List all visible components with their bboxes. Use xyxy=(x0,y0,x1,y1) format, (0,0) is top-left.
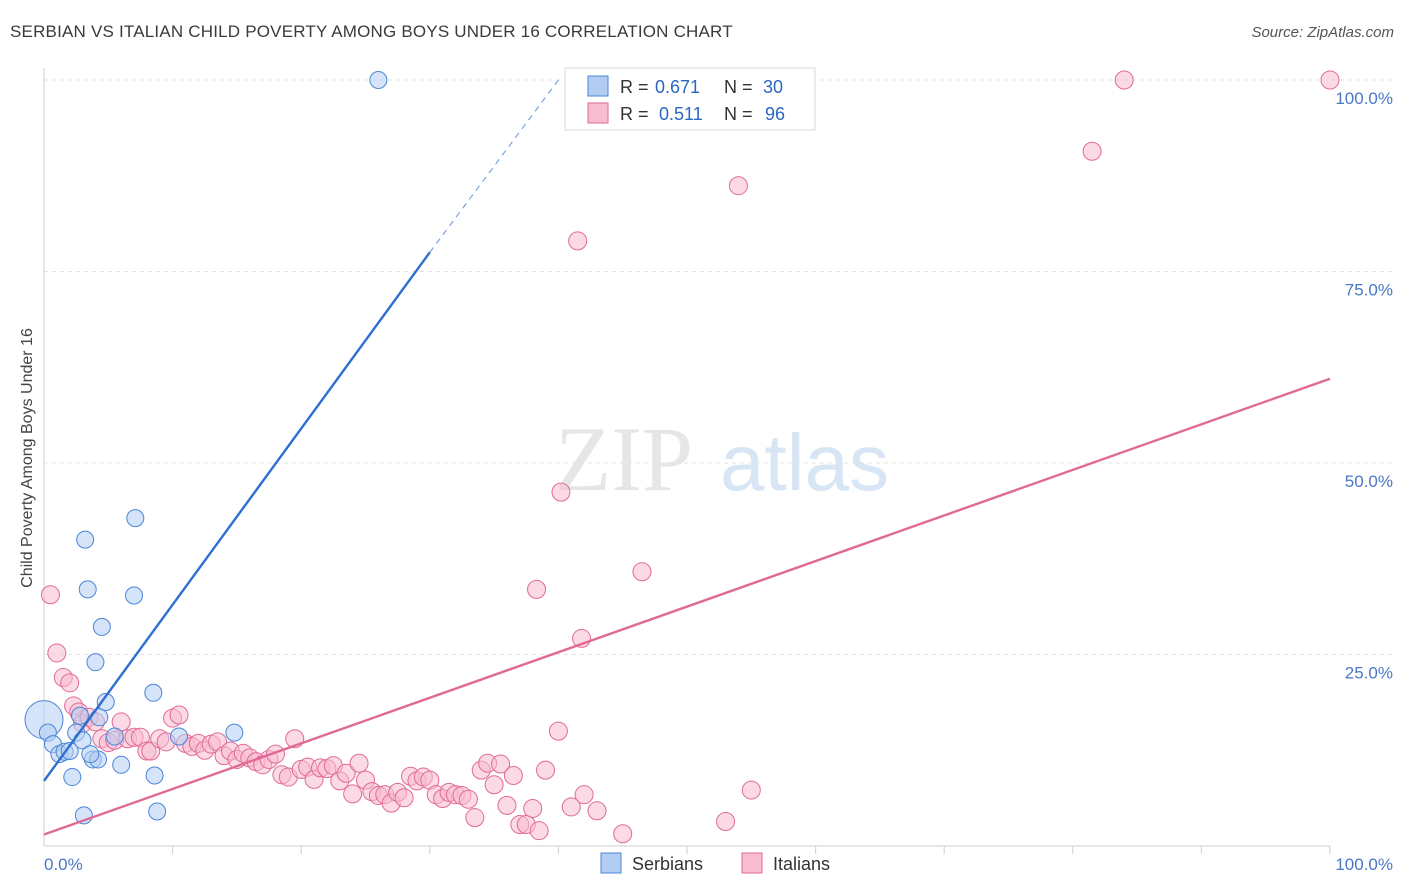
italians-point-87 xyxy=(551,482,571,502)
italians-point-67 xyxy=(465,808,485,828)
italians-point-82 xyxy=(587,801,607,821)
bottom-legend-swatch-serbians xyxy=(600,852,622,874)
x-tick-labels: 0.0% 100.0% xyxy=(44,855,1393,874)
bottom-legend-swatch-italians xyxy=(741,852,763,874)
serbians-points xyxy=(24,71,388,825)
serbians-point-5 xyxy=(60,742,79,761)
serbians-point-18 xyxy=(96,692,115,711)
legend-n-value-2: 96 xyxy=(765,104,785,124)
italians-point-73 xyxy=(503,766,523,786)
italians-point-94 xyxy=(1320,70,1340,90)
serbians-point-11 xyxy=(76,530,95,549)
italians-trend-line xyxy=(43,377,1331,836)
italians-point-76 xyxy=(523,798,543,818)
italians-point-3 xyxy=(60,673,80,693)
italians-point-92 xyxy=(1082,141,1102,161)
italians-point-36 xyxy=(265,744,285,764)
italians-point-1 xyxy=(47,643,67,663)
serbians-point-28 xyxy=(369,71,388,89)
watermark: ZIP atlas xyxy=(555,408,889,510)
italians-point-93 xyxy=(1114,70,1134,90)
serbians-point-17 xyxy=(92,617,111,636)
chart-title: SERBIAN VS ITALIAN CHILD POVERTY AMONG B… xyxy=(10,22,733,41)
italians-point-0 xyxy=(40,585,60,605)
x-tick-label-1: 100.0% xyxy=(1335,855,1393,874)
serbians-point-19 xyxy=(105,727,124,746)
legend-swatch-italians xyxy=(587,102,609,124)
serbians-point-23 xyxy=(144,683,163,702)
bottom-legend-italians: Italians xyxy=(773,854,830,874)
italians-point-21 xyxy=(169,705,189,725)
legend-n-value-1: 30 xyxy=(763,77,783,97)
watermark-zip: ZIP xyxy=(555,408,693,510)
serbians-point-22 xyxy=(126,509,145,528)
source-credit: Source: ZipAtlas.com xyxy=(1251,24,1394,41)
y-tick-label-0: 25.0% xyxy=(1345,664,1393,683)
y-tick-label-2: 75.0% xyxy=(1345,281,1393,300)
y-tick-label-1: 50.0% xyxy=(1345,472,1393,491)
stats-legend: R = 0.671 N = 30 R = 0.511 N = 96 xyxy=(564,67,816,131)
italians-point-78 xyxy=(536,760,556,780)
y-tick-label-3: 100.0% xyxy=(1335,89,1393,108)
italians-points xyxy=(40,70,1340,844)
italians-point-49 xyxy=(349,753,369,773)
y-axis-label: Child Poverty Among Boys Under 16 xyxy=(19,328,36,588)
serbians-point-29 xyxy=(81,745,100,764)
legend-r-label-1: R = xyxy=(620,77,649,97)
serbians-point-24 xyxy=(145,766,164,785)
watermark-atlas: atlas xyxy=(720,418,889,507)
italians-point-80 xyxy=(561,797,581,817)
serbians-point-20 xyxy=(112,755,131,774)
serbians-point-27 xyxy=(225,723,244,742)
legend-r-value-1: 0.671 xyxy=(655,77,700,97)
italians-point-66 xyxy=(458,789,478,809)
italians-point-72 xyxy=(497,795,517,815)
italians-point-84 xyxy=(716,811,736,831)
bottom-legend-serbians: Serbians xyxy=(632,854,703,874)
legend-r-label-2: R = xyxy=(620,104,649,124)
italians-point-79 xyxy=(548,721,568,741)
serbians-point-12 xyxy=(78,580,97,599)
italians-point-77 xyxy=(529,821,549,841)
italians-point-91 xyxy=(728,176,748,196)
italians-point-70 xyxy=(484,775,504,795)
legend-n-label-2: N = xyxy=(724,104,753,124)
italians-point-86 xyxy=(527,579,547,599)
trend-lines xyxy=(43,79,1331,836)
serbians-trend-extension xyxy=(429,79,559,253)
serbians-point-6 xyxy=(63,768,82,787)
serbians-point-21 xyxy=(125,586,144,605)
italians-point-56 xyxy=(394,788,414,808)
serbians-trend-line xyxy=(43,251,431,782)
italians-point-83 xyxy=(613,824,633,844)
italians-point-81 xyxy=(574,785,594,805)
legend-swatch-serbians xyxy=(587,75,609,97)
bottom-legend: Serbians Italians xyxy=(600,852,830,874)
serbians-point-26 xyxy=(170,727,189,746)
italians-point-71 xyxy=(491,754,511,774)
x-tick-label-0: 0.0% xyxy=(44,855,83,874)
serbians-point-8 xyxy=(71,706,90,725)
legend-n-label-1: N = xyxy=(724,77,753,97)
italians-point-48 xyxy=(343,784,363,804)
italians-point-47 xyxy=(336,763,356,783)
serbians-point-14 xyxy=(86,653,105,672)
serbians-point-25 xyxy=(148,802,167,821)
italians-point-85 xyxy=(741,780,761,800)
italians-point-90 xyxy=(632,562,652,582)
legend-r-value-2: 0.511 xyxy=(659,104,703,124)
y-tick-labels: 25.0% 50.0% 75.0% 100.0% xyxy=(1335,89,1393,683)
italians-point-88 xyxy=(568,231,588,251)
